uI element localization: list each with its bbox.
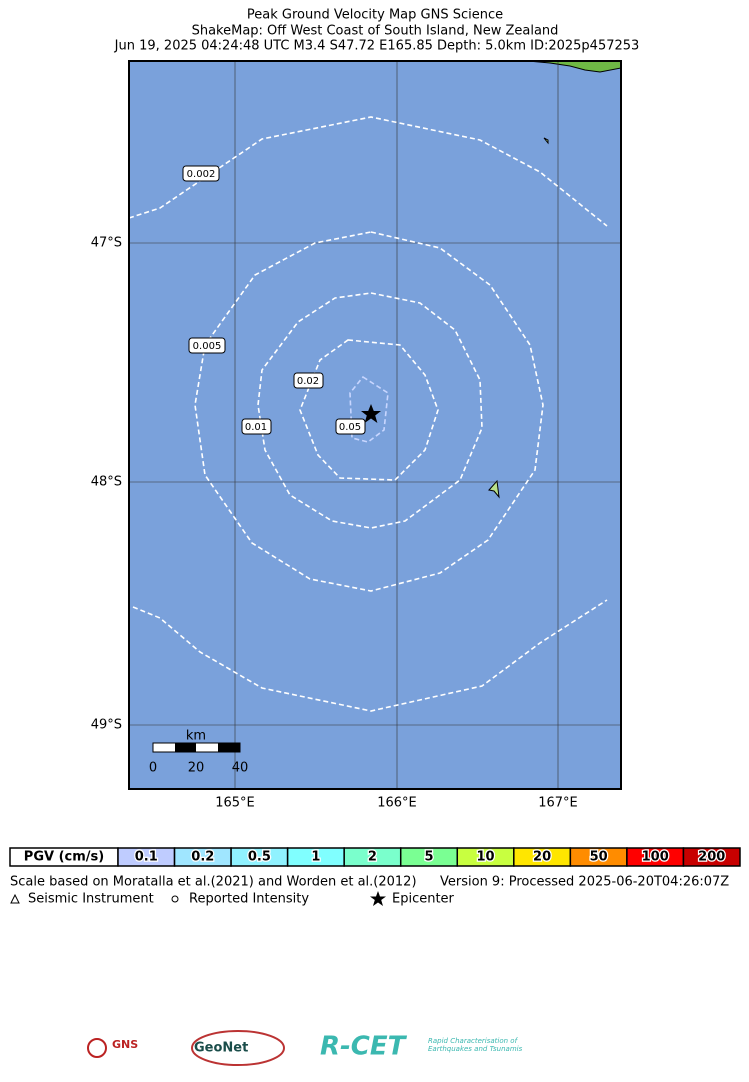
scale-bar xyxy=(218,743,240,752)
subtitle: ShakeMap: Off West Coast of South Island… xyxy=(192,24,559,39)
map-frame xyxy=(128,60,622,790)
colorbar-label: 0.2 xyxy=(191,850,214,865)
map: 0.002 0.005 0.01 0.02 0.05 km 0 20 40 xyxy=(128,60,622,790)
contour-label: 0.002 xyxy=(187,169,216,180)
scale-bar xyxy=(175,743,196,752)
legend-item: Seismic Instrument xyxy=(28,892,154,907)
legend-item: Epicenter xyxy=(392,892,455,907)
colorbar-label: 50 xyxy=(590,850,608,865)
colorbar-label: 20 xyxy=(533,850,551,865)
contour xyxy=(132,599,608,712)
scale-note: Scale based on Moratalla et al.(2021) an… xyxy=(10,875,417,890)
colorbar-label: 5 xyxy=(424,850,433,865)
scale-tick: 20 xyxy=(188,761,205,776)
contour xyxy=(194,231,544,592)
scale-tick: 40 xyxy=(232,761,249,776)
contour xyxy=(128,116,608,227)
title: Peak Ground Velocity Map GNS Science xyxy=(247,8,503,23)
lat-label: 48°S xyxy=(91,475,122,490)
colorbar-label: 10 xyxy=(476,850,494,865)
lon-label: 167°E xyxy=(538,796,578,811)
epicenter-icon xyxy=(370,891,386,906)
intensity-icon xyxy=(171,895,179,903)
contour-label: 0.05 xyxy=(339,422,361,433)
colorbar-label: 1 xyxy=(311,850,320,865)
lon-label: 165°E xyxy=(215,796,255,811)
colorbar-label: 0.1 xyxy=(135,850,158,865)
colorbar-label: 100 xyxy=(642,850,669,865)
rcet-sub-box: Rapid Characterisation of Earthquakes an… xyxy=(428,1037,523,1053)
rcet-logo: R-CET xyxy=(320,1032,408,1062)
island xyxy=(543,137,549,145)
scale-unit: km xyxy=(186,729,206,744)
version: Version 9: Processed 2025-06-20T04:26:07… xyxy=(440,875,729,890)
lat-label: 47°S xyxy=(91,236,122,251)
colorbar: PGV (cm/s) 0.1 0.2 0.5 1 2 5 10 20 50 100 200 xyxy=(9,847,741,867)
contour-label: 0.02 xyxy=(297,376,319,387)
colorbar-title: PGV (cm/s) xyxy=(24,850,104,865)
epicenter xyxy=(361,404,381,423)
gns-logo: GNS xyxy=(112,1038,138,1051)
rcet-sub: Rapid Characterisation of Earthquakes an… xyxy=(428,1037,523,1053)
contour xyxy=(349,375,389,443)
colorbar-label: 200 xyxy=(698,850,725,865)
scale-tick: 0 xyxy=(149,761,157,776)
colorbar-label: 2 xyxy=(368,850,377,865)
contour xyxy=(257,292,483,529)
legend-item: Reported Intensity xyxy=(189,892,309,907)
event-info: Jun 19, 2025 04:24:48 UTC M3.4 S47.72 E1… xyxy=(114,39,640,54)
contour-label: 0.005 xyxy=(193,341,222,352)
lat-label: 49°S xyxy=(91,718,122,733)
gns-mark xyxy=(87,1038,107,1058)
geonet-logo: GeoNet xyxy=(194,1041,248,1056)
lon-label: 166°E xyxy=(377,796,417,811)
logos: GNS GeoNet R-CET Rapid Characterisation … xyxy=(87,1030,523,1066)
geonet-ring xyxy=(191,1030,285,1066)
contour-label: 0.01 xyxy=(245,422,267,433)
ocean xyxy=(129,61,621,789)
instrument-icon xyxy=(10,893,20,904)
colorbar-label: 0.5 xyxy=(248,850,271,865)
colorbar-cell xyxy=(682,847,741,867)
island xyxy=(488,479,500,499)
